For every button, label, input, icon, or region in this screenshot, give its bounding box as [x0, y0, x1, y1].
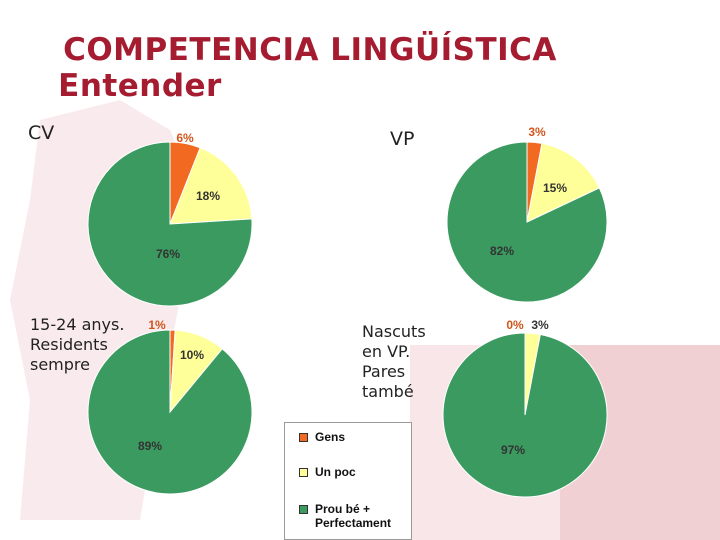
- legend-label-prou-be: Prou bé + Perfectament: [315, 502, 392, 530]
- pie-slice-prou-be: [87, 141, 253, 307]
- data-label-gens: 0%: [506, 318, 524, 332]
- data-label-prou-be: 97%: [500, 443, 526, 457]
- pie-chart-vp: [446, 141, 608, 303]
- pie-slice-un-poc: [169, 147, 253, 225]
- pie-slice-un-poc: [526, 142, 601, 223]
- legend-swatch-gens: [299, 433, 308, 442]
- data-label-gens: 1%: [148, 318, 166, 332]
- pie-chart-cv: [87, 141, 253, 307]
- pie-slice-prou-be: [87, 329, 253, 495]
- pie-slice-prou-be: [446, 141, 608, 303]
- data-label-prou-be: 89%: [137, 439, 163, 453]
- data-label-gens: 3%: [528, 125, 546, 139]
- vp-label: VP: [390, 128, 415, 150]
- left-note: 15-24 anys. Residents sempre: [30, 315, 125, 374]
- legend-label-un-poc: Un poc: [315, 465, 356, 479]
- legend-label-gens: Gens: [315, 430, 346, 444]
- pie-chart-vp-born: [442, 332, 608, 498]
- slide-subtitle: Entender: [58, 68, 222, 104]
- pie-chart-cv-youth: [87, 329, 253, 495]
- pie-slice-prou-be: [442, 332, 608, 498]
- legend-swatch-prou-be: [299, 505, 308, 514]
- data-label-un-poc: 15%: [542, 181, 568, 195]
- cv-label: CV: [28, 122, 55, 144]
- data-label-gens: 6%: [176, 131, 194, 145]
- right-note: Nascuts en VP. Pares també: [362, 322, 426, 401]
- data-label-un-poc: 10%: [179, 348, 205, 362]
- chart-legend: Gens Un poc Prou bé + Perfectament: [284, 422, 412, 540]
- data-label-prou-be: 76%: [155, 247, 181, 261]
- data-label-un-poc: 3%: [531, 318, 549, 332]
- slide-title: COMPETENCIA LINGÜÍSTICA: [63, 32, 557, 68]
- data-label-un-poc: 18%: [195, 189, 221, 203]
- legend-swatch-un-poc: [299, 468, 308, 477]
- data-label-prou-be: 82%: [489, 244, 515, 258]
